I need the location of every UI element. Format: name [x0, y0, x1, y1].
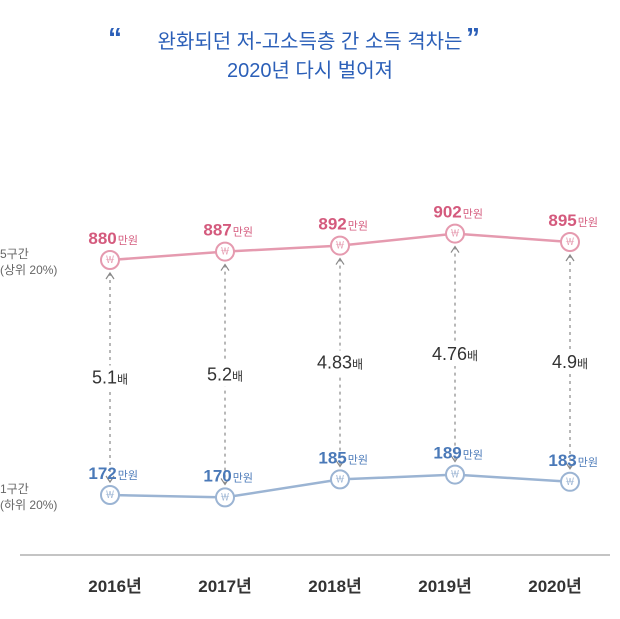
won-glyph: ￦ — [450, 470, 460, 481]
value-label: 880만원 — [88, 229, 138, 248]
won-glyph: ￦ — [220, 247, 230, 258]
x-tick: 2020년 — [500, 572, 610, 597]
value-label: 189만원 — [433, 444, 483, 463]
chart-area: 5구간 (상위 20%) 1구간 (하위 20%) 5.1배5.2배4.83배4… — [0, 115, 620, 555]
x-tick: 2017년 — [170, 572, 280, 597]
x-tick: 2018년 — [280, 572, 390, 597]
chart-title: “ 완화되던 저-고소득층 간 소득 격차는 2020년 다시 벌어져 ” — [0, 0, 620, 86]
value-label: 183만원 — [548, 451, 598, 470]
x-tick: 2016년 — [60, 572, 170, 597]
won-glyph: ￦ — [105, 490, 115, 501]
value-label: 895만원 — [548, 211, 598, 230]
value-label: 902만원 — [433, 203, 483, 222]
value-label: 887만원 — [203, 221, 253, 240]
title-line-2: 2020년 다시 벌어져 — [0, 57, 620, 86]
won-glyph: ￦ — [335, 474, 345, 485]
x-axis: 2016년2017년2018년2019년2020년 — [60, 572, 610, 597]
won-glyph: ￦ — [335, 241, 345, 252]
quote-open-icon: “ — [108, 22, 122, 54]
chart-svg: 5.1배5.2배4.83배4.76배4.9배￦880만원￦887만원￦892만원… — [0, 115, 620, 555]
quote-close-icon: ” — [466, 22, 480, 54]
value-label: 172만원 — [88, 464, 138, 483]
won-glyph: ￦ — [450, 229, 460, 240]
x-tick: 2019년 — [390, 572, 500, 597]
value-label: 170만원 — [203, 466, 253, 485]
won-glyph: ￦ — [220, 492, 230, 503]
won-glyph: ￦ — [565, 237, 575, 248]
won-glyph: ￦ — [565, 477, 575, 488]
won-glyph: ￦ — [105, 255, 115, 266]
value-label: 185만원 — [318, 448, 368, 467]
value-label: 892만원 — [318, 215, 368, 234]
title-line-1: 완화되던 저-고소득층 간 소득 격차는 — [0, 28, 620, 57]
